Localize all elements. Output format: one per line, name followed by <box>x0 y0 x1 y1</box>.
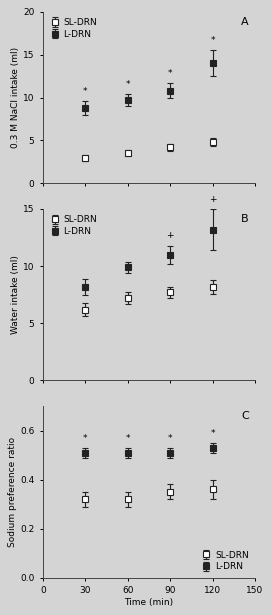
Text: +: + <box>166 231 174 240</box>
Y-axis label: Sodium preference ratio: Sodium preference ratio <box>8 437 17 547</box>
Text: *: * <box>168 69 172 78</box>
Text: *: * <box>210 429 215 438</box>
Legend: SL-DRN, L-DRN: SL-DRN, L-DRN <box>47 213 99 238</box>
Text: A: A <box>241 17 249 27</box>
Text: *: * <box>168 434 172 443</box>
Legend: SL-DRN, L-DRN: SL-DRN, L-DRN <box>199 549 251 573</box>
Y-axis label: 0.3 M NaCl intake (ml): 0.3 M NaCl intake (ml) <box>11 47 20 148</box>
Text: *: * <box>210 36 215 46</box>
Text: *: * <box>83 434 88 443</box>
Legend: SL-DRN, L-DRN: SL-DRN, L-DRN <box>47 17 99 41</box>
Text: +: + <box>209 195 216 204</box>
Y-axis label: Water intake (ml): Water intake (ml) <box>11 255 20 334</box>
X-axis label: Time (min): Time (min) <box>124 598 174 606</box>
Text: B: B <box>241 214 249 224</box>
Text: *: * <box>125 434 130 443</box>
Text: *: * <box>83 87 88 96</box>
Text: C: C <box>241 411 249 421</box>
Text: *: * <box>125 80 130 89</box>
